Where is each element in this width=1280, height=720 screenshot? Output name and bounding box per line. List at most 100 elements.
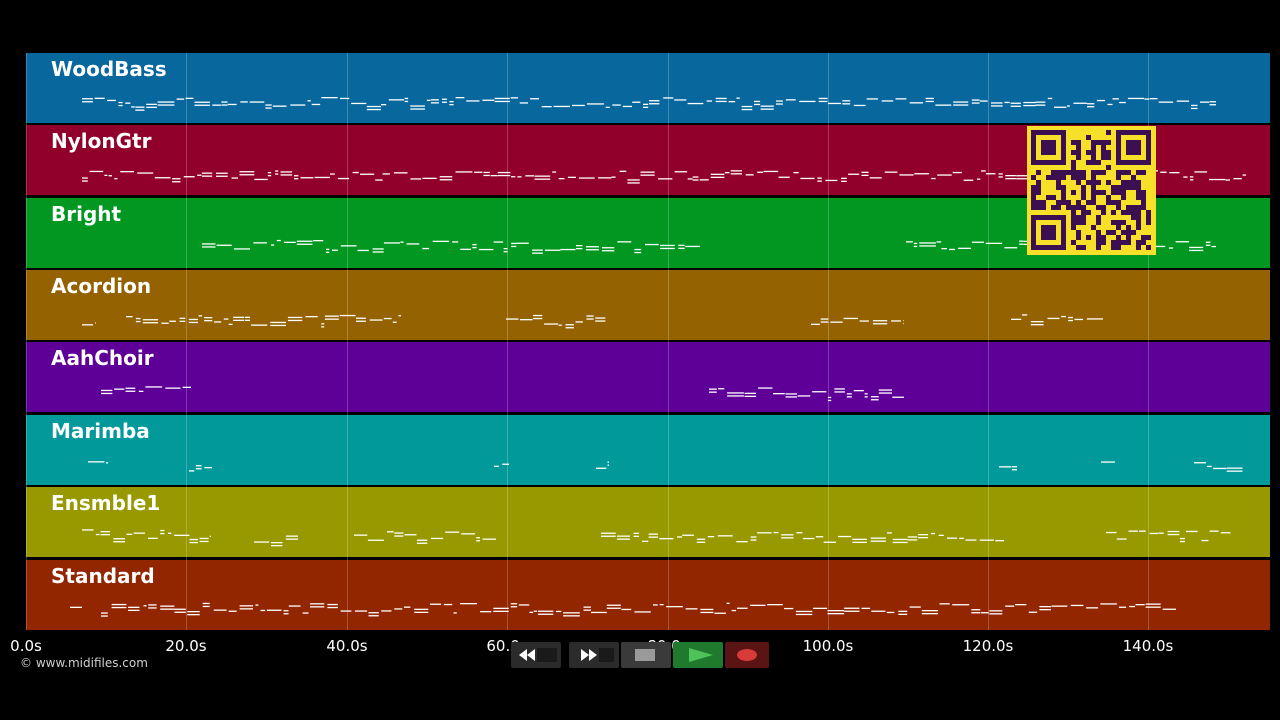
- note-mark: [1209, 530, 1219, 532]
- rewind-icon: [519, 648, 557, 662]
- note-mark: [266, 609, 282, 611]
- note-mark: [591, 611, 607, 614]
- note-mark: [914, 173, 930, 175]
- note-mark: [709, 388, 717, 390]
- track-lane-woodbass[interactable]: WoodBass: [26, 53, 1270, 123]
- note-mark: [659, 604, 664, 606]
- note-mark: [844, 607, 860, 609]
- note-mark: [510, 603, 518, 605]
- note-mark: [841, 177, 847, 179]
- note-mark: [223, 318, 229, 320]
- note-mark: [493, 241, 504, 243]
- note-mark: [172, 181, 181, 183]
- note-mark: [321, 323, 325, 325]
- track-lane-standard[interactable]: Standard: [26, 560, 1270, 630]
- note-mark: [283, 613, 289, 615]
- note-mark: [827, 610, 845, 612]
- note-mark: [118, 101, 123, 104]
- play-icon: [689, 648, 713, 662]
- note-mark: [567, 176, 576, 178]
- note-mark: [453, 612, 457, 614]
- note-mark: [1035, 101, 1046, 103]
- note-mark: [903, 319, 904, 322]
- track-lane-marimba[interactable]: Marimba: [26, 415, 1270, 485]
- note-mark: [383, 317, 392, 320]
- record-button[interactable]: [725, 642, 769, 668]
- note-mark: [586, 318, 594, 320]
- track-lane-aahchoir[interactable]: AahChoir: [26, 342, 1270, 412]
- note-mark: [1100, 603, 1117, 605]
- note-mark: [1005, 605, 1015, 607]
- note-mark: [202, 602, 210, 605]
- note-mark: [212, 104, 221, 106]
- note-mark: [619, 170, 627, 172]
- note-mark: [596, 467, 607, 469]
- note-mark: [478, 248, 494, 251]
- note-mark: [276, 239, 281, 242]
- note-mark: [414, 611, 429, 613]
- note-mark: [1139, 530, 1146, 532]
- note-mark: [416, 542, 428, 544]
- note-mark: [741, 105, 753, 108]
- note-mark: [700, 608, 714, 611]
- note-mark: [327, 603, 338, 606]
- track-lane-acordion[interactable]: Acordion: [26, 270, 1270, 340]
- note-mark: [285, 535, 298, 537]
- fast-forward-button[interactable]: [569, 642, 619, 668]
- note-mark: [394, 535, 404, 537]
- note-mark: [1169, 172, 1180, 174]
- note-mark: [118, 104, 123, 107]
- note-mark: [981, 612, 989, 614]
- note-mark: [963, 179, 974, 181]
- note-mark: [185, 97, 194, 99]
- note-mark: [204, 317, 213, 319]
- note-mark: [617, 538, 630, 540]
- note-mark: [891, 320, 901, 322]
- note-mark: [337, 177, 350, 180]
- note-mark: [820, 321, 829, 323]
- note-mark: [209, 535, 211, 537]
- note-mark: [472, 244, 477, 246]
- note-mark: [864, 393, 868, 395]
- note-mark: [1067, 105, 1070, 107]
- note-mark: [553, 105, 570, 108]
- note-mark: [834, 391, 845, 393]
- note-mark: [921, 610, 939, 612]
- note-mark: [745, 174, 754, 176]
- stop-button[interactable]: [621, 642, 671, 668]
- note-mark: [1183, 176, 1188, 178]
- note-mark: [474, 171, 483, 173]
- note-pattern: [82, 314, 1103, 329]
- note-mark: [1155, 245, 1166, 248]
- note-mark: [965, 539, 977, 541]
- note-mark: [330, 173, 335, 175]
- note-mark: [841, 180, 847, 182]
- note-mark: [1149, 532, 1159, 535]
- note-mark: [101, 612, 108, 614]
- play-button[interactable]: [673, 642, 723, 668]
- note-mark: [244, 319, 250, 321]
- track-lane-ensmble1[interactable]: Ensmble1: [26, 487, 1270, 557]
- note-mark: [529, 611, 534, 613]
- note-mark: [795, 610, 813, 613]
- note-mark: [1201, 539, 1209, 542]
- rewind-button[interactable]: [511, 642, 561, 668]
- note-mark: [544, 323, 559, 325]
- note-mark: [416, 539, 428, 541]
- note-mark: [1167, 530, 1180, 533]
- note-mark: [142, 319, 159, 321]
- note-mark: [244, 316, 250, 318]
- note-mark: [605, 106, 610, 108]
- note-mark: [585, 246, 599, 248]
- track-name: Bright: [51, 202, 122, 226]
- note-mark: [985, 242, 1003, 244]
- note-mark: [300, 177, 314, 179]
- note-mark: [959, 537, 964, 539]
- note-mark: [270, 321, 286, 324]
- note-mark: [991, 102, 1003, 104]
- note-mark: [137, 172, 154, 174]
- note-mark: [595, 317, 606, 319]
- note-mark: [991, 105, 1003, 107]
- note-mark: [1168, 247, 1174, 249]
- note-mark: [1004, 247, 1018, 249]
